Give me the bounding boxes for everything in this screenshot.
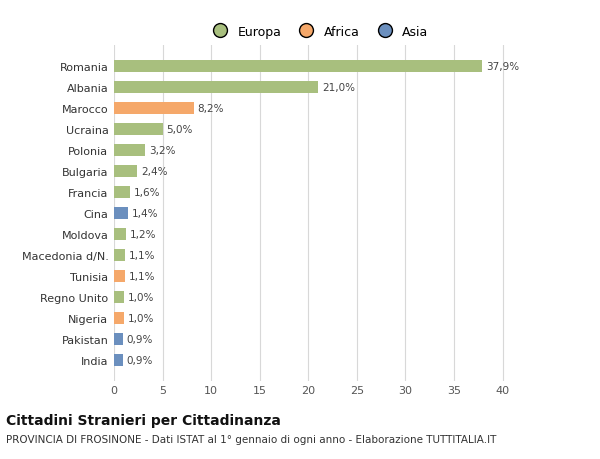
Text: 5,0%: 5,0%: [166, 125, 193, 134]
Legend: Europa, Africa, Asia: Europa, Africa, Asia: [204, 22, 432, 42]
Text: 0,9%: 0,9%: [127, 334, 153, 344]
Text: 37,9%: 37,9%: [486, 62, 519, 72]
Text: PROVINCIA DI FROSINONE - Dati ISTAT al 1° gennaio di ogni anno - Elaborazione TU: PROVINCIA DI FROSINONE - Dati ISTAT al 1…: [6, 434, 496, 444]
Bar: [114, 61, 482, 73]
Bar: [114, 333, 123, 345]
Bar: [114, 291, 124, 303]
Text: 1,6%: 1,6%: [133, 188, 160, 197]
Text: 1,0%: 1,0%: [128, 313, 154, 323]
Bar: [114, 166, 137, 177]
Text: 8,2%: 8,2%: [197, 104, 224, 114]
Text: 0,9%: 0,9%: [127, 355, 153, 365]
Text: Cittadini Stranieri per Cittadinanza: Cittadini Stranieri per Cittadinanza: [6, 413, 281, 427]
Bar: [114, 354, 123, 366]
Bar: [114, 103, 194, 114]
Text: 1,4%: 1,4%: [131, 208, 158, 218]
Text: 1,1%: 1,1%: [128, 250, 155, 260]
Bar: [114, 229, 125, 240]
Text: 3,2%: 3,2%: [149, 146, 175, 156]
Text: 1,2%: 1,2%: [130, 230, 156, 239]
Bar: [114, 270, 125, 282]
Bar: [114, 207, 128, 219]
Bar: [114, 187, 130, 198]
Bar: [114, 313, 124, 324]
Bar: [114, 250, 125, 261]
Text: 2,4%: 2,4%: [141, 167, 168, 177]
Text: 1,1%: 1,1%: [128, 271, 155, 281]
Text: 21,0%: 21,0%: [322, 83, 355, 93]
Bar: [114, 82, 318, 94]
Bar: [114, 145, 145, 157]
Bar: [114, 124, 163, 135]
Text: 1,0%: 1,0%: [128, 292, 154, 302]
